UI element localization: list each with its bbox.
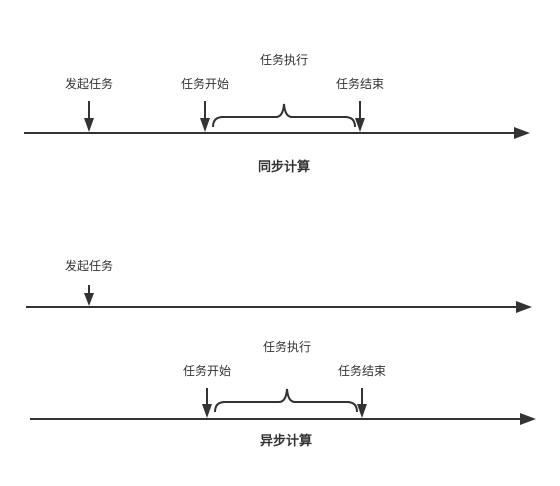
async-task-start-label: 任务开始 bbox=[183, 363, 231, 378]
async-start-request-arrowhead bbox=[84, 293, 94, 306]
async-task-start-arrowhead bbox=[202, 404, 212, 418]
sync-execute-brace bbox=[212, 103, 356, 128]
sync-timeline-arrowhead bbox=[514, 127, 530, 139]
sync-start-request-arrowhead bbox=[84, 118, 94, 132]
sync-title: 同步计算 bbox=[258, 159, 310, 175]
sync-task-end-label: 任务结束 bbox=[336, 76, 384, 91]
async-task-timeline-arrowhead bbox=[520, 413, 536, 425]
sync-start-request-label: 发起任务 bbox=[65, 76, 113, 91]
async-section: 发起任务 任务执行 任务开始 任务结束 异步计算 bbox=[26, 258, 536, 449]
sync-execute-label: 任务执行 bbox=[260, 52, 308, 67]
async-task-end-label: 任务结束 bbox=[338, 363, 386, 378]
sync-task-start-arrowhead bbox=[200, 118, 210, 132]
sync-task-start-label: 任务开始 bbox=[181, 76, 229, 91]
async-execute-label: 任务执行 bbox=[263, 339, 311, 354]
async-start-request-label: 发起任务 bbox=[65, 258, 113, 273]
async-title: 异步计算 bbox=[260, 433, 312, 449]
async-request-timeline-arrowhead bbox=[516, 301, 532, 313]
async-execute-brace bbox=[214, 388, 358, 413]
sync-section: 发起任务 任务开始 任务结束 任务执行 同步计算 bbox=[24, 52, 530, 175]
async-task-end-arrowhead bbox=[357, 404, 367, 418]
sync-task-end-arrowhead bbox=[355, 118, 365, 132]
